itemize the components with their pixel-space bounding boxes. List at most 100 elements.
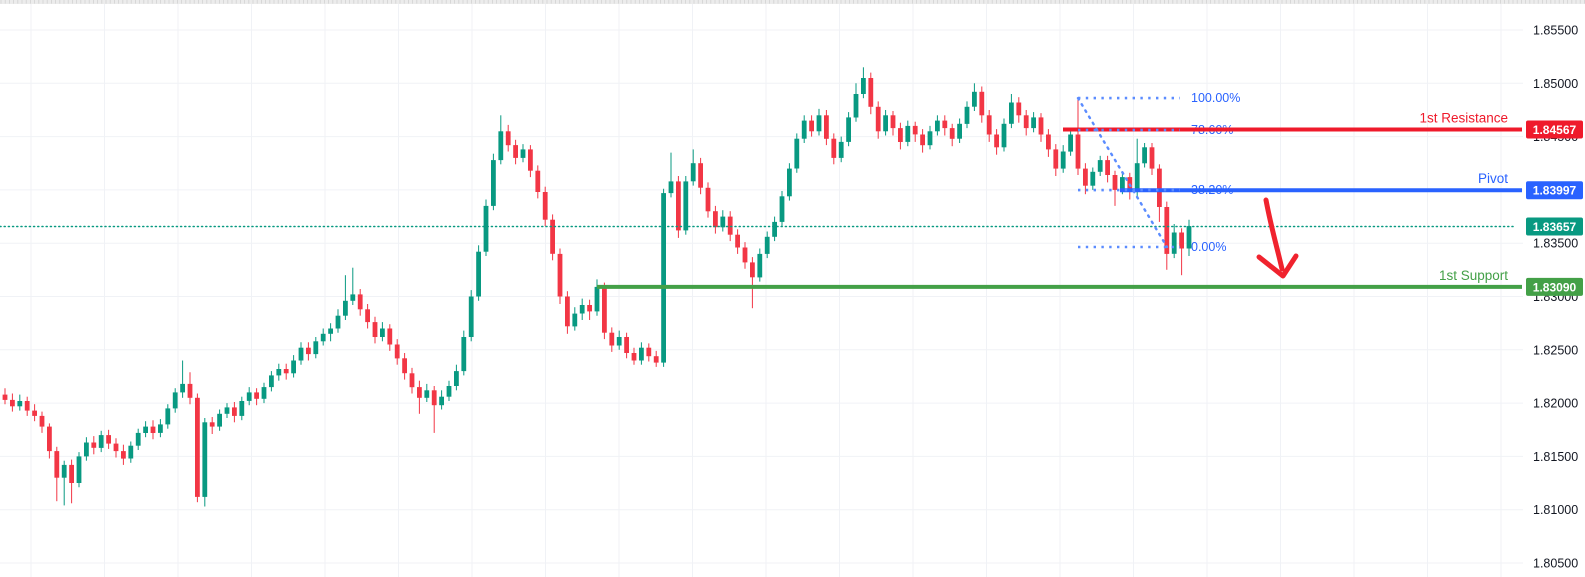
candle [54,446,60,502]
candle [624,332,629,359]
level-labels: 1st Resistance Pivot 1st Support [1419,111,1508,283]
price-tick: 1.80500 [1533,557,1578,571]
sell-arrow[interactable] [1256,197,1299,279]
candle [964,101,970,129]
candle [1075,98,1081,175]
candle [764,231,770,259]
candle [861,67,866,99]
candle [550,214,555,261]
candle [838,136,844,163]
candle [372,316,378,344]
candle [935,115,940,136]
candle [217,409,222,431]
candle [98,430,104,453]
candle [387,324,393,351]
candle [846,112,851,147]
candle [616,330,622,350]
candle [698,157,703,195]
candle [1164,201,1170,270]
price-axis[interactable]: 1.855001.850001.845001.840001.835001.830… [1523,0,1585,577]
candle [986,110,992,142]
candle [498,115,504,165]
candle [409,367,415,394]
candles [2,67,1192,507]
candle [350,267,356,305]
candle [949,123,955,147]
candle [565,291,570,334]
candle [831,133,837,165]
candle [809,115,814,137]
candle [91,436,97,455]
candle [165,404,171,429]
candle [801,115,807,143]
svg-text:100.00%: 100.00% [1191,91,1240,105]
candle [431,386,437,433]
candle [158,419,163,438]
candle [742,242,748,269]
candle [439,390,444,410]
candle [1134,138,1140,197]
fib-retracement[interactable] [1076,96,1180,249]
candle [1031,112,1036,133]
price-badge-last-price: 1.83657 [1526,217,1583,236]
candle [1001,118,1007,152]
candle [942,115,948,136]
candle [1023,110,1029,136]
svg-text:1.83090: 1.83090 [1533,280,1577,294]
candle [454,364,459,391]
candle [1171,224,1177,259]
candle [750,257,755,309]
candle [61,460,67,506]
candle [779,191,785,227]
candle [883,110,888,136]
svg-text:1st Support: 1st Support [1439,268,1508,283]
candle [705,182,711,218]
candle [402,353,407,380]
price-tick: 1.81000 [1533,503,1578,517]
candle [1046,129,1051,157]
candle [794,133,800,173]
candle [890,111,896,136]
candle [875,101,881,139]
candle [187,372,193,405]
candle [513,139,518,165]
candle [298,342,304,365]
price-tick: 1.85000 [1533,77,1578,91]
svg-text:0.00%: 0.00% [1191,240,1226,254]
candle [328,323,333,342]
candle [32,404,37,422]
price-tick: 1.81500 [1533,450,1578,464]
candle [602,282,607,340]
candle [335,309,341,333]
candle [424,383,430,402]
candle [69,459,74,504]
candle [209,417,215,434]
top-ruler [0,0,1585,4]
price-badge-pivot: 1.83997 [1526,181,1583,200]
candle [47,423,52,459]
candle [661,188,666,367]
candle [912,121,918,142]
candle [84,437,89,461]
candle [17,394,23,411]
candle [1090,167,1096,190]
candle [343,275,348,320]
candle [542,186,548,227]
candle [957,118,962,143]
svg-text:Pivot: Pivot [1478,171,1508,186]
candle [113,438,119,458]
candle [2,388,8,405]
candle [380,322,385,342]
candle [713,205,718,234]
candle [476,245,481,301]
svg-text:1.83657: 1.83657 [1533,220,1577,234]
price-tick: 1.82500 [1533,343,1578,357]
candle [276,363,282,381]
candle [853,83,859,122]
candle [150,420,156,440]
candle [646,343,652,362]
candle [283,363,289,380]
candle [394,339,400,365]
